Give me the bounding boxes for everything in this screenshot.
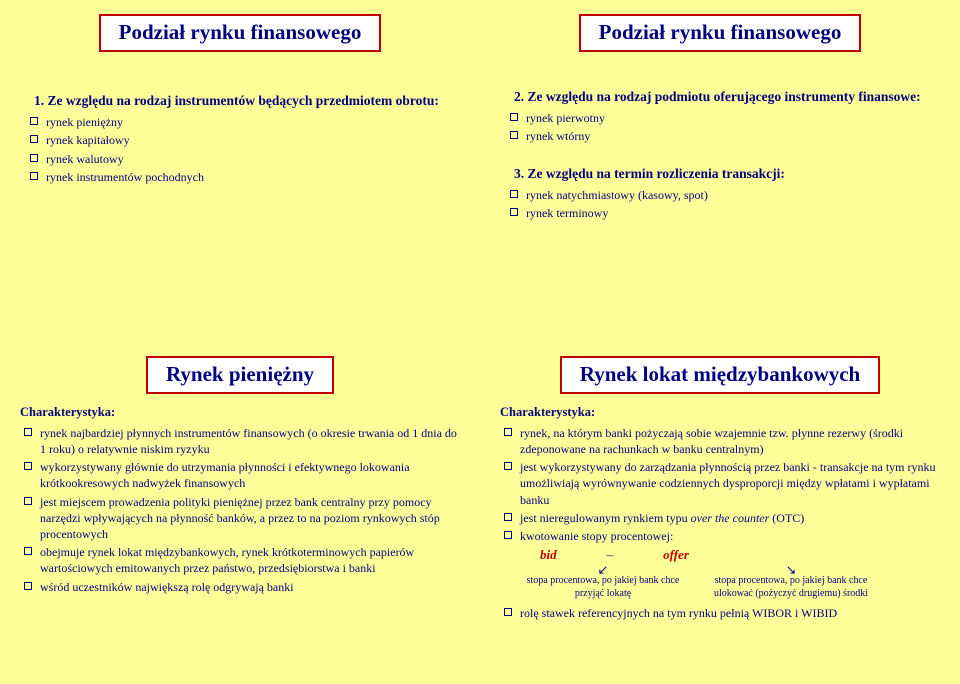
list-item: kwotowanie stopy procentowej: <box>520 528 940 544</box>
list-item-text: jest nieregulowanym rynkiem typu over th… <box>520 511 804 525</box>
list-item: rynek instrumentów pochodnych <box>46 169 460 185</box>
list-criterion-1: rynek pieniężny rynek kapitałowy rynek w… <box>20 114 460 185</box>
list-item: rolę stawek referencyjnych na tym rynku … <box>520 605 940 621</box>
slide-title: Rynek pieniężny <box>146 356 334 394</box>
list-characteristics: rynek najbardziej płynnych instrumentów … <box>20 425 460 595</box>
heading-criterion-2: 2. Ze względu na rodzaj podmiotu oferują… <box>514 88 940 106</box>
slide-1: Podział rynku finansowego 1. Ze względu … <box>0 0 480 342</box>
bid-offer-notes: ↙ stopa procentowa, po jakiej bank chce … <box>518 566 940 601</box>
heading-criterion-3: 3. Ze względu na termin rozliczenia tran… <box>514 165 940 183</box>
list-criterion-3: rynek natychmiastowy (kasowy, spot) ryne… <box>500 187 940 221</box>
list-item: wykorzystywany głównie do utrzymania pły… <box>40 459 460 491</box>
bid-note-col: ↙ stopa procentowa, po jakiej bank chce … <box>518 566 688 601</box>
list-item: rynek wtórny <box>526 128 940 144</box>
list-item: rynek, na którym banki pożyczają sobie w… <box>520 425 940 457</box>
list-item: rynek natychmiastowy (kasowy, spot) <box>526 187 940 203</box>
bid-label: bid <box>540 546 557 564</box>
list-characteristics-a: rynek, na którym banki pożyczają sobie w… <box>500 425 940 544</box>
list-item: rynek pieniężny <box>46 114 460 130</box>
arrow-icon: ↙ <box>518 566 688 574</box>
list-characteristics-b: rolę stawek referencyjnych na tym rynku … <box>500 605 940 621</box>
heading-charakterystyka: Charakterystyka: <box>500 404 940 421</box>
list-item: jest nieregulowanym rynkiem typu over th… <box>520 510 940 526</box>
heading-criterion-1: 1. Ze względu na rodzaj instrumentów będ… <box>34 92 460 110</box>
offer-note: stopa procentowa, po jakiej bank chce ul… <box>706 574 876 601</box>
heading-charakterystyka: Charakterystyka: <box>20 404 460 421</box>
title-wrap: Podział rynku finansowego <box>500 14 940 52</box>
title-wrap: Rynek pieniężny <box>20 356 460 394</box>
list-item: jest wykorzystywany do zarządzania płynn… <box>520 459 940 508</box>
list-item: wśród uczestników największą rolę odgryw… <box>40 579 460 595</box>
list-item: rynek terminowy <box>526 205 940 221</box>
list-item: rynek najbardziej płynnych instrumentów … <box>40 425 460 457</box>
list-item: rynek pierwotny <box>526 110 940 126</box>
slide-title: Podział rynku finansowego <box>99 14 382 52</box>
list-item: obejmuje rynek lokat międzybankowych, ry… <box>40 544 460 576</box>
list-criterion-2: rynek pierwotny rynek wtórny <box>500 110 940 144</box>
offer-note-col: ↘ stopa procentowa, po jakiej bank chce … <box>706 566 876 601</box>
offer-label: offer <box>663 546 689 564</box>
slide-3: Rynek pieniężny Charakterystyka: rynek n… <box>0 342 480 684</box>
title-wrap: Podział rynku finansowego <box>20 14 460 52</box>
arrow-icon: ↘ <box>706 566 876 574</box>
slide-4: Rynek lokat międzybankowych Charakteryst… <box>480 342 960 684</box>
title-wrap: Rynek lokat międzybankowych <box>500 356 940 394</box>
bid-note: stopa procentowa, po jakiej bank chce pr… <box>518 574 688 601</box>
list-item: rynek kapitałowy <box>46 132 460 148</box>
list-item: rynek walutowy <box>46 151 460 167</box>
slide-title: Rynek lokat międzybankowych <box>560 356 880 394</box>
list-item: jest miejscem prowadzenia polityki pieni… <box>40 494 460 543</box>
slide-title: Podział rynku finansowego <box>579 14 862 52</box>
slide-2: Podział rynku finansowego 2. Ze względu … <box>480 0 960 342</box>
